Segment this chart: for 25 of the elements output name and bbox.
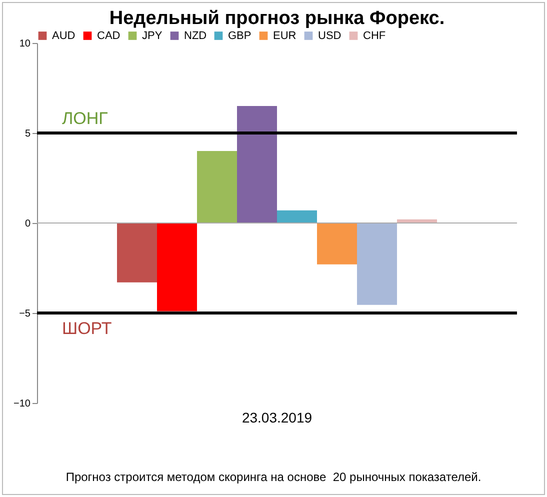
legend-label: USD: [318, 30, 342, 42]
bar: [277, 210, 317, 223]
bar: [357, 223, 397, 305]
y-tick-label: −10: [14, 398, 31, 410]
bar: [117, 223, 157, 282]
legend-label: GBP: [228, 30, 252, 42]
legend-label: JPY: [142, 30, 163, 42]
x-tick-label: 23.03.2019: [242, 410, 312, 426]
legend-label: AUD: [52, 30, 76, 42]
legend-label: EUR: [273, 30, 296, 42]
text: Прогноз строится методом скоринга на основе 20 рыночных показателей.: [64, 470, 482, 484]
ref-line-label: ШОРТ: [62, 319, 112, 338]
bar: [197, 151, 237, 223]
y-tick-label: −5: [19, 308, 31, 320]
legend-label: NZD: [184, 30, 207, 42]
bar: [317, 223, 357, 264]
legend-label: CAD: [97, 30, 120, 42]
y-tick-label: 10: [19, 38, 31, 50]
legend-label: CHF: [363, 30, 386, 42]
y-tick-label: 0: [24, 218, 31, 230]
ref-line-label: ЛОНГ: [62, 109, 108, 128]
bar: [237, 106, 277, 223]
bar: [157, 223, 197, 312]
y-tick-label: 5: [24, 128, 31, 140]
chart-title: Недельный прогноз рынка Форекс.: [109, 8, 445, 29]
